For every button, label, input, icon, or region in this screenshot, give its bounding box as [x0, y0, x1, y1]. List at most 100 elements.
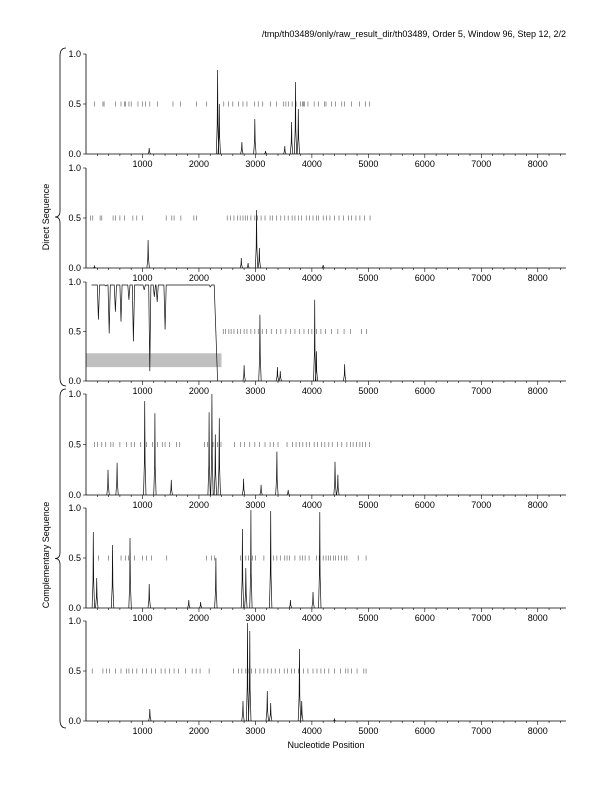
- panel-3: 1000 2000 3000 4000 5000 6000 7000 8000 0.0 0.5 1.…: [68, 277, 566, 396]
- peak-mark: [199, 601, 203, 609]
- peak-mark: [213, 434, 217, 496]
- x-tick-label: 6000: [415, 500, 435, 510]
- x-tick-label: 2000: [189, 613, 209, 623]
- peak-mark: [187, 599, 191, 609]
- x-tick-label: 5000: [358, 273, 378, 283]
- x-tick-label: 4000: [302, 726, 322, 736]
- x-tick-label: 1000: [132, 273, 152, 283]
- x-tick-label: 3000: [245, 500, 265, 510]
- y-tick-label: 1.0: [68, 163, 81, 173]
- y-tick-label: 0.0: [68, 263, 81, 273]
- x-axis-title: Nucleotide Position: [287, 740, 364, 750]
- x-tick-label: 6000: [415, 613, 435, 623]
- y-tick-label: 0.5: [68, 99, 81, 109]
- peak-mark: [318, 511, 322, 609]
- peak-mark: [336, 474, 340, 496]
- panel-2: 1000 2000 3000 4000 5000 6000 7000 8000 0.0 0.5 1.…: [68, 163, 566, 283]
- x-tick-label: 2000: [189, 386, 209, 396]
- y-tick-label: 1.0: [68, 389, 81, 399]
- peak-mark: [311, 591, 315, 609]
- peak-mark: [259, 484, 263, 496]
- peak-mark: [265, 690, 269, 722]
- peak-mark: [253, 118, 257, 155]
- y-tick-label: 0.5: [68, 440, 81, 450]
- peak-mark: [248, 630, 252, 722]
- panel-5: 1000 2000 3000 4000 5000 6000 7000 8000 0.0 0.5 1.…: [68, 503, 566, 623]
- peak-mark: [343, 364, 347, 382]
- peak-mark: [269, 702, 273, 722]
- x-tick-label: 2000: [189, 159, 209, 169]
- y-tick-label: 0.0: [68, 376, 81, 386]
- peak-mark: [143, 401, 147, 496]
- peak-mark: [300, 700, 304, 722]
- x-tick-label: 1000: [132, 726, 152, 736]
- peak-mark: [239, 257, 243, 269]
- peak-mark: [297, 648, 302, 722]
- peak-mark: [240, 528, 245, 609]
- peak-mark: [283, 145, 287, 155]
- x-tick-label: 5000: [358, 500, 378, 510]
- peak-mark: [240, 141, 244, 155]
- peak-mark: [321, 264, 325, 269]
- x-tick-label: 8000: [528, 273, 548, 283]
- x-tick-label: 7000: [471, 500, 491, 510]
- y-tick-label: 0.5: [68, 666, 81, 676]
- x-tick-label: 3000: [245, 386, 265, 396]
- peak-mark: [288, 599, 293, 609]
- peak-mark: [95, 577, 99, 609]
- panel-1: 1000 2000 3000 4000 5000 6000 7000 8000 0.0 0.5 1.…: [68, 49, 566, 169]
- peak-mark: [217, 103, 221, 155]
- x-tick-label: 4000: [302, 500, 322, 510]
- peak-mark: [278, 371, 282, 382]
- peak-mark: [244, 567, 248, 609]
- x-tick-label: 1000: [132, 500, 152, 510]
- peak-mark: [333, 461, 337, 496]
- x-tick-label: 6000: [415, 273, 435, 283]
- peak-mark: [241, 478, 246, 496]
- peak-mark: [148, 708, 152, 722]
- x-tick-label: 7000: [471, 726, 491, 736]
- peak-mark: [332, 717, 336, 722]
- panel-4: 1000 2000 3000 4000 5000 6000 7000 8000 0.0 0.5 1.…: [68, 389, 566, 510]
- peak-mark: [245, 622, 250, 722]
- peak-mark: [313, 299, 317, 382]
- x-tick-label: 4000: [302, 273, 322, 283]
- highlight-bar: [86, 353, 222, 368]
- y-tick-label: 0.5: [68, 553, 81, 563]
- peak-mark: [169, 479, 173, 496]
- x-tick-label: 4000: [302, 613, 322, 623]
- peak-mark: [217, 418, 221, 496]
- peak-mark: [275, 451, 279, 496]
- peak-mark: [128, 537, 132, 609]
- y-tick-label: 1.0: [68, 503, 81, 513]
- peak-mark: [214, 557, 218, 609]
- panels-group: 1000 2000 3000 4000 5000 6000 7000 8000 0.0 0.5 1.…: [68, 49, 566, 736]
- x-tick-label: 1000: [132, 159, 152, 169]
- panel-6: 1000 2000 3000 4000 5000 6000 7000 8000 0.0 0.5 1.…: [68, 616, 566, 736]
- peak-mark: [146, 239, 150, 269]
- x-tick-label: 4000: [302, 159, 322, 169]
- peak-mark: [286, 489, 290, 496]
- x-tick-label: 1000: [132, 613, 152, 623]
- x-tick-label: 8000: [528, 613, 548, 623]
- x-tick-label: 7000: [471, 159, 491, 169]
- x-tick-label: 6000: [415, 386, 435, 396]
- y-tick-label: 0.5: [68, 213, 81, 223]
- peak-mark: [110, 544, 115, 609]
- peak-mark: [257, 247, 261, 269]
- y-tick-label: 0.0: [68, 149, 81, 159]
- x-tick-label: 3000: [245, 613, 265, 623]
- y-tick-label: 0.0: [68, 490, 81, 500]
- x-tick-label: 5000: [358, 613, 378, 623]
- y-tick-label: 0.0: [68, 603, 81, 613]
- x-tick-label: 5000: [358, 159, 378, 169]
- x-tick-label: 3000: [245, 273, 265, 283]
- x-tick-label: 6000: [415, 159, 435, 169]
- group-label-complementary: Complementary Sequence: [41, 502, 51, 609]
- brace-complementary: [54, 388, 67, 729]
- x-tick-label: 5000: [358, 726, 378, 736]
- peak-mark: [106, 469, 110, 496]
- x-tick-label: 3000: [245, 726, 265, 736]
- peak-mark: [91, 531, 95, 609]
- x-tick-label: 8000: [528, 159, 548, 169]
